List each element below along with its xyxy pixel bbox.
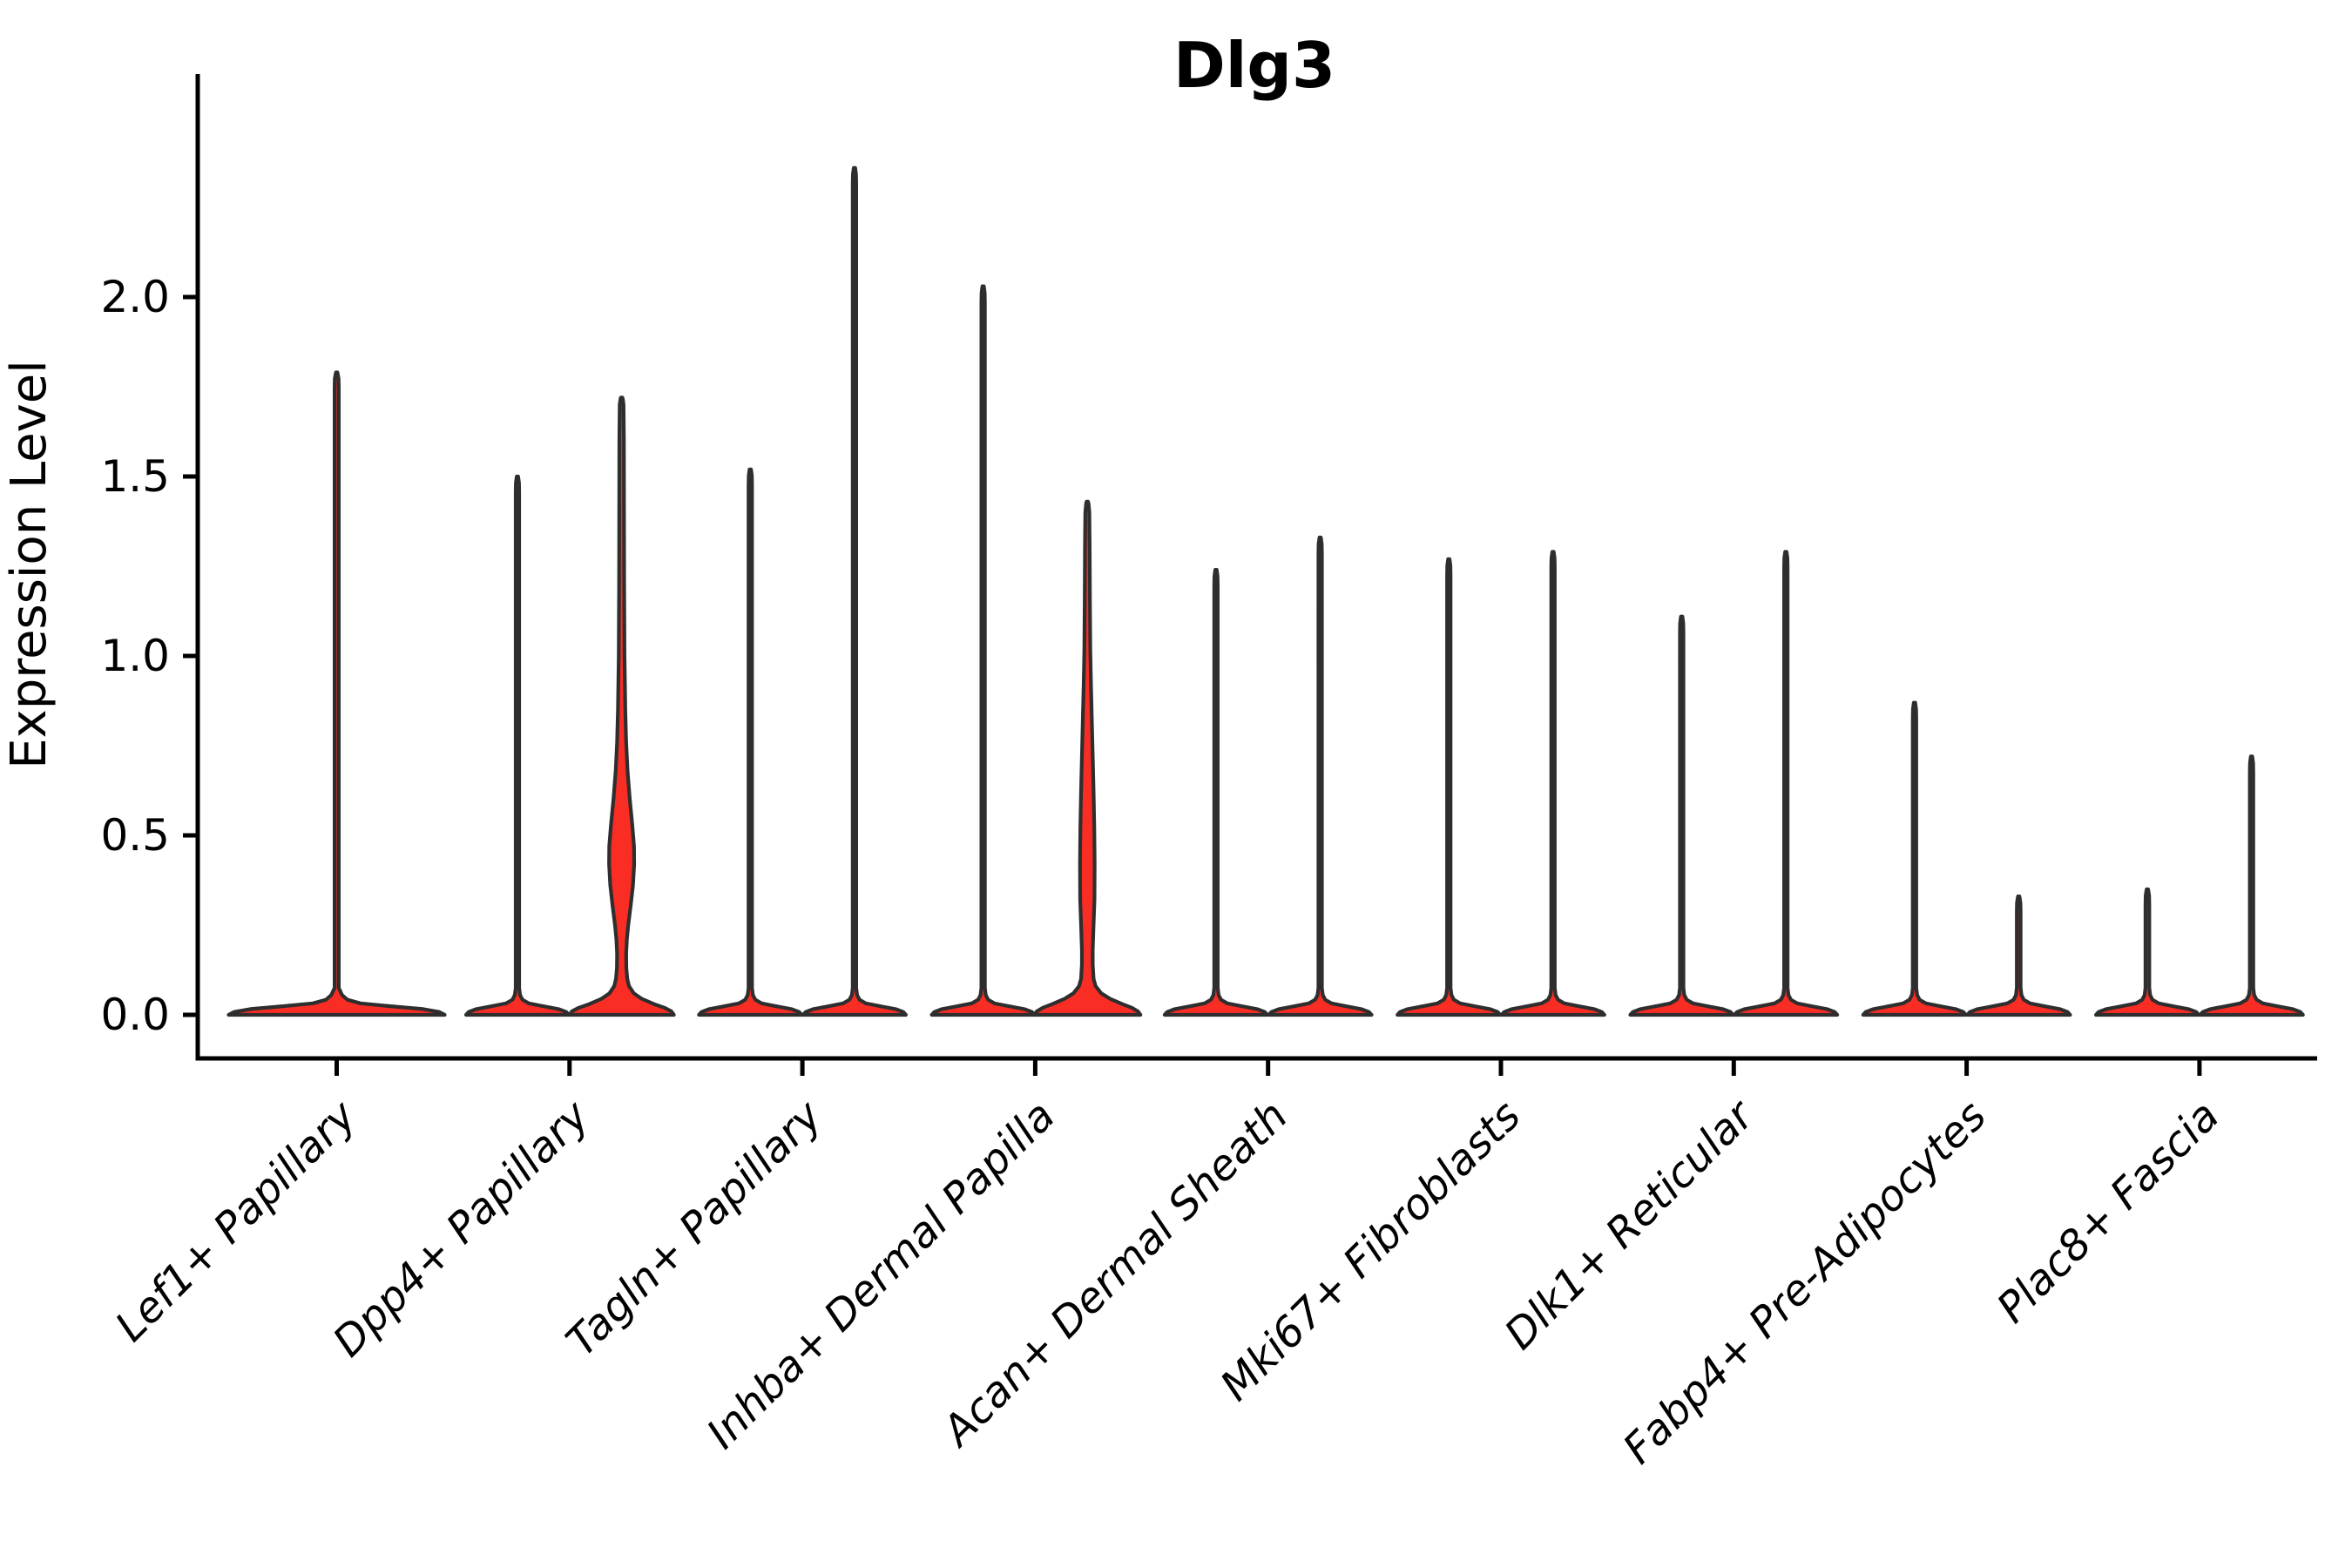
violin-dpp4-papillary-right (567, 395, 676, 1017)
y-tick-label: 0.0 (100, 990, 170, 1040)
y-tick-label: 1.0 (100, 631, 170, 681)
violin-tagln-papillary-right (801, 166, 908, 1017)
violin-lef1-papillary-center (226, 370, 447, 1017)
y-tick-label: 0.5 (100, 810, 170, 861)
violin-tagln-papillary-left (697, 467, 804, 1017)
violin-fabp4-pre-adipocytes-right (1965, 894, 2072, 1017)
chart-title: Dlg3 (1173, 29, 1335, 102)
violin-mki67-fibroblasts-left (1396, 557, 1503, 1017)
y-tick-label: 2.0 (100, 272, 170, 322)
violin-plac8-fascia-left (2094, 887, 2201, 1017)
violin-mki67-fibroblasts-right (1499, 550, 1606, 1017)
violin-inhba-dermal-papilla-right (1032, 499, 1143, 1017)
violin-acan-dermal-sheath-left (1162, 568, 1269, 1017)
violin-plac8-fascia-right (2198, 754, 2305, 1017)
violin-dpp4-papillary-left (463, 474, 571, 1017)
y-axis-label: Expression Level (1, 360, 57, 769)
violin-dlk1-reticular-right (1733, 550, 1840, 1017)
violin-dlk1-reticular-left (1628, 614, 1735, 1017)
violin-inhba-dermal-papilla-left (929, 284, 1037, 1017)
violin-fabp4-pre-adipocytes-left (1861, 700, 1968, 1017)
y-tick-label: 1.5 (100, 451, 170, 502)
violin-acan-dermal-sheath-right (1267, 535, 1374, 1017)
